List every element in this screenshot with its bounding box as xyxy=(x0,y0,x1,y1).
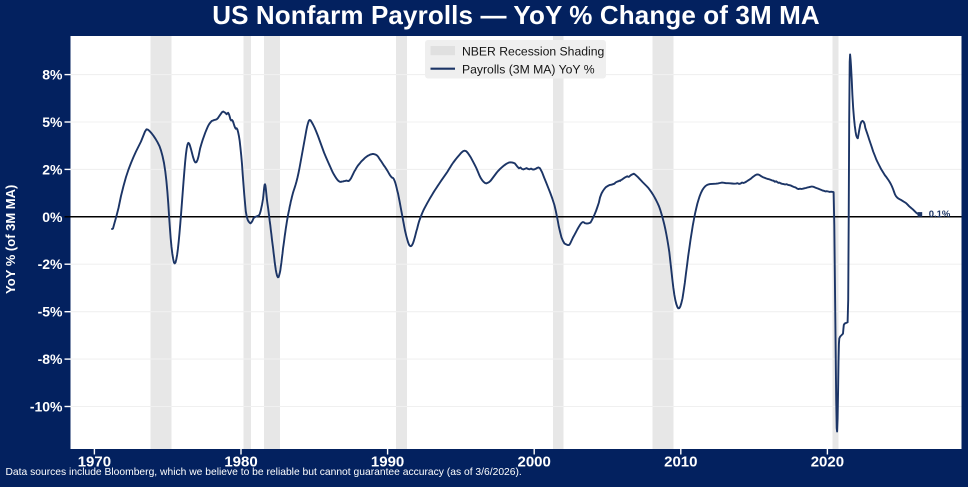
svg-text:Data sources include Bloomberg: Data sources include Bloomberg, which we… xyxy=(6,467,522,478)
svg-text:YoY % (of 3M MA): YoY % (of 3M MA) xyxy=(3,185,18,294)
svg-text:2%: 2% xyxy=(42,161,63,177)
svg-text:1980: 1980 xyxy=(224,453,257,470)
svg-text:0.1%: 0.1% xyxy=(929,209,951,220)
svg-text:5%: 5% xyxy=(42,114,63,130)
svg-text:-10%: -10% xyxy=(30,399,63,415)
svg-text:1970: 1970 xyxy=(78,453,111,470)
svg-text:8%: 8% xyxy=(42,67,63,83)
svg-text:-8%: -8% xyxy=(38,351,63,367)
svg-text:2000: 2000 xyxy=(518,453,551,470)
svg-text:Payrolls (3M MA) YoY %: Payrolls (3M MA) YoY % xyxy=(462,62,595,76)
svg-text:2010: 2010 xyxy=(664,453,697,470)
svg-text:-5%: -5% xyxy=(38,304,63,320)
svg-text:-2%: -2% xyxy=(38,256,63,272)
svg-text:NBER Recession Shading: NBER Recession Shading xyxy=(462,44,604,58)
svg-text:US Nonfarm Payrolls — YoY % Ch: US Nonfarm Payrolls — YoY % Change of 3M… xyxy=(212,0,820,30)
svg-text:1990: 1990 xyxy=(371,453,404,470)
svg-text:0%: 0% xyxy=(42,209,63,225)
svg-text:2020: 2020 xyxy=(811,453,844,470)
